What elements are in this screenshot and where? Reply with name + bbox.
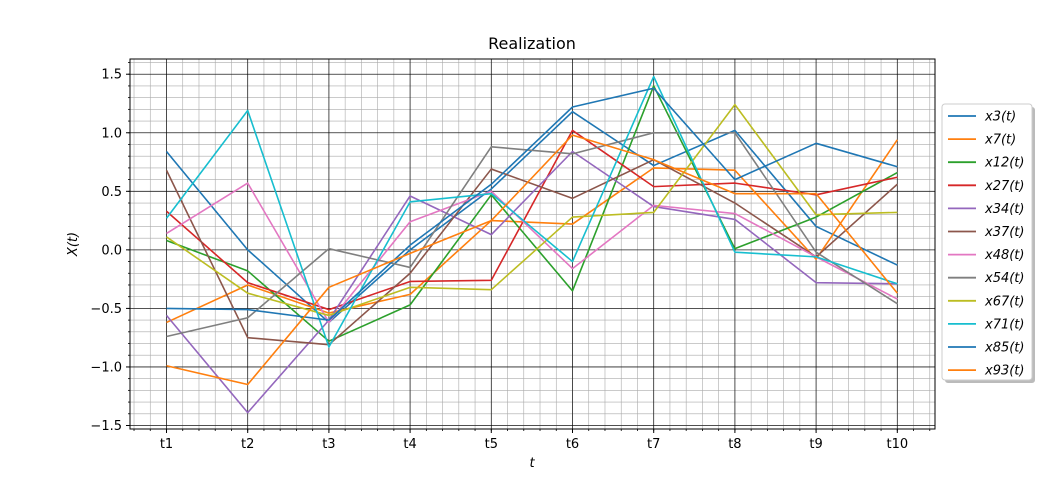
y-tick-label: 1.5 [101, 68, 122, 83]
y-tick-label: 0.5 [101, 185, 122, 200]
y-tick-label: 0.0 [101, 243, 122, 258]
series-line-x3t [165, 110, 898, 324]
legend-label-x85t: x85(t) [984, 341, 1024, 356]
series-line-x27t [165, 129, 898, 311]
legend-label-x27t: x27(t) [984, 179, 1024, 194]
chart-title: Realization [488, 34, 576, 53]
x-tick-label: t6 [566, 437, 579, 452]
y-tick-label: 1.0 [101, 126, 122, 141]
y-tick-label: −1.5 [90, 419, 122, 434]
axis-ticks: t1 t2 t3 t4 t5 t6 t7 t8 t9 t10 −1.5 −1.0 −0.5 0.0 0.5 1… [90, 62, 931, 452]
legend: x3(t) x7(t) x12(t) x27(t) x34(t) x37(t) x48(t)… [941, 103, 1035, 383]
series-lines [165, 75, 898, 414]
plot-frame [129, 58, 936, 430]
x-tick-label: t10 [886, 437, 908, 452]
legend-label-x71t: x71(t) [984, 317, 1024, 332]
series-line-x34t [165, 150, 898, 414]
series-line-x85t [166, 87, 898, 321]
series-line-x37t [165, 158, 898, 346]
x-tick-label: t2 [241, 437, 254, 452]
legend-label-x48t: x48(t) [984, 248, 1024, 263]
legend-label-x54t: x54(t) [984, 271, 1024, 286]
x-tick-label: t5 [485, 437, 498, 452]
legend-label-x37t: x37(t) [984, 225, 1024, 240]
legend-label-x3t: x3(t) [984, 110, 1016, 125]
x-tick-label: t7 [647, 437, 660, 452]
legend-label-x93t: x93(t) [984, 364, 1024, 379]
series-line-x48t [166, 182, 898, 324]
legend-label-x34t: x34(t) [984, 202, 1024, 217]
series-line-x7t [166, 139, 898, 324]
y-axis-label: X(t) [66, 232, 81, 257]
series-line-x54t [166, 131, 898, 338]
legend-label-x12t: x12(t) [984, 156, 1024, 171]
x-tick-label: t9 [809, 437, 822, 452]
major-gridlines [130, 59, 935, 429]
y-tick-label: −1.0 [90, 360, 122, 375]
y-tick-label: −0.5 [90, 302, 122, 317]
series-line-x93t [166, 134, 898, 386]
x-axis-label: t [529, 456, 535, 471]
series-line-x12t [166, 85, 898, 342]
series-line-x67t [166, 103, 898, 317]
legend-label-x7t: x7(t) [984, 133, 1016, 148]
legend-box [941, 103, 1033, 381]
series-line-x71t [165, 75, 898, 348]
legend-label-x67t: x67(t) [984, 294, 1024, 309]
x-tick-label: t8 [728, 437, 741, 452]
x-tick-label: t3 [322, 437, 335, 452]
x-tick-label: t4 [403, 437, 416, 452]
x-tick-label: t1 [160, 437, 173, 452]
